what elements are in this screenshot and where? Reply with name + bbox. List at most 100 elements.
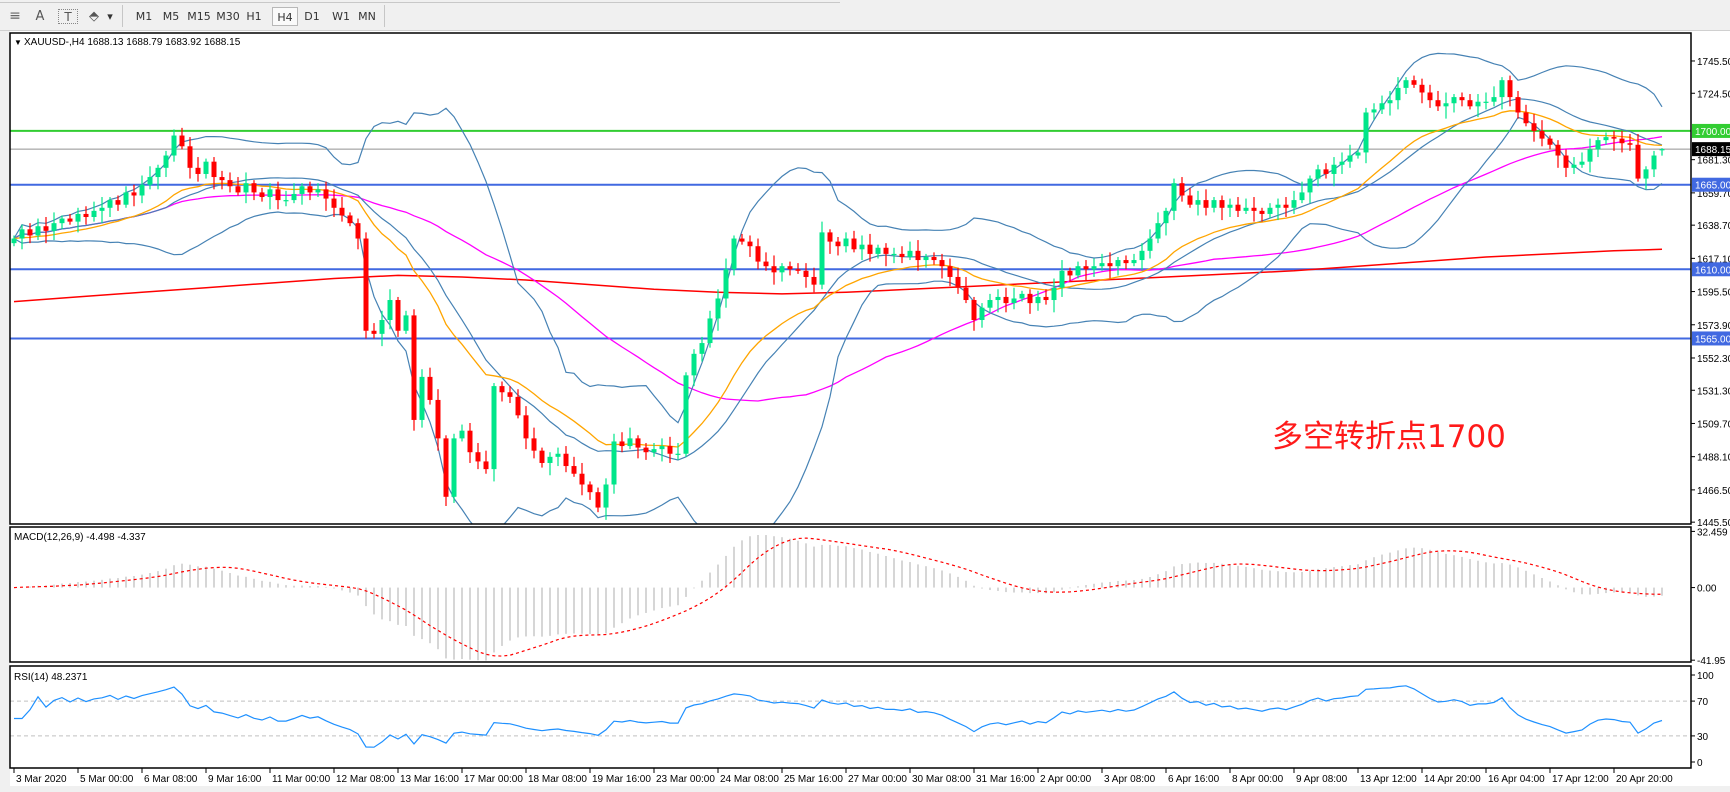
candle [323,181,329,211]
candle-body [1115,260,1121,267]
status-strip [0,786,1730,792]
candle [179,127,185,150]
chevron-down-icon[interactable]: ▾ [107,10,113,23]
text-label-icon[interactable]: T [58,9,78,24]
candle-body [275,189,281,201]
candle-body [1587,149,1593,162]
candle [851,230,857,253]
candle-body [1387,100,1393,104]
candle [1179,177,1185,202]
price-chart[interactable]: ▼ XAUUSD-,H4 1688.13 1688.79 1683.92 1688… [0,31,1730,792]
timeframe-h4[interactable]: H4 [272,7,298,26]
candle-body [987,300,993,308]
time-axis-label: 6 Apr 16:00 [1168,774,1220,785]
candle [1211,197,1217,213]
candle [123,186,129,208]
candle [803,263,809,288]
candle [1643,166,1649,190]
price-level-badge [1692,123,1730,138]
candle [843,232,849,253]
price-axis-label: 1595.50 [1697,288,1730,299]
arrows-icon[interactable]: ⬘ [89,9,99,24]
candle [1283,197,1289,218]
candle [675,442,681,460]
candle [131,184,137,207]
candle [827,229,833,254]
candle-body [1659,149,1665,151]
candle [555,447,561,467]
candle [459,424,465,442]
candle-body [1475,101,1481,107]
candle [923,253,929,268]
candle-body [1435,100,1441,107]
timeframe-m5[interactable]: M5 [162,10,180,23]
candle-body [419,376,425,420]
candle-body [267,189,273,198]
candle [1603,132,1609,145]
candle [667,436,673,463]
candle-body [539,450,545,463]
candle-body [1203,200,1209,208]
candle [1323,163,1329,179]
candle-body [171,135,177,156]
price-level-badge [1692,142,1730,157]
text-icon[interactable]: A [35,9,45,24]
fibonacci-icon[interactable]: ≡ [9,8,21,24]
candle [147,166,153,190]
candle [571,456,577,477]
candle-body [19,229,25,239]
candle [947,258,953,287]
candle-body [1419,84,1425,93]
candle-body [1019,293,1025,299]
candle [587,481,593,500]
chart-toolbar: ≡ A T ⬘ ▾ M1 M5 M15 M30 H1 H4 D1 W1 MN [0,0,1730,31]
candle-body [283,200,289,202]
candle-body [1291,200,1297,208]
bollinger-middle-line [13,98,1663,461]
time-axis-label: 27 Mar 00:00 [848,774,907,785]
timeframe-m15[interactable]: M15 [187,10,211,23]
candle [1331,157,1337,187]
candle [1427,84,1433,108]
timeframe-w1[interactable]: W1 [332,10,350,23]
candle-body [371,330,377,334]
timeframe-h1[interactable]: H1 [246,10,262,23]
candle-body [1379,103,1385,110]
candle-body [1275,204,1281,208]
candle [883,243,889,267]
candle-body [59,218,65,224]
candle-body [259,192,265,198]
candle-body [403,315,409,331]
candle [1363,107,1369,164]
candle [1579,152,1585,168]
candle-body [1499,80,1505,98]
candle-body [1067,270,1073,276]
candle [355,218,361,250]
candle [955,267,961,294]
candle [795,263,801,274]
candle [1451,94,1457,113]
rsi-axis-label: 30 [1697,732,1709,743]
candle-body [1315,169,1321,179]
candle-body [387,300,393,321]
timeframe-m30[interactable]: M30 [216,10,240,23]
price-level-badge [1692,262,1730,277]
candle [1315,164,1321,187]
candle [283,190,289,207]
candle-body [147,177,153,185]
candle [1035,290,1041,311]
macd-axis-label: -41.95 [1697,656,1726,667]
timeframe-m1[interactable]: M1 [135,10,153,23]
candle [619,432,625,453]
candle [987,293,993,313]
candle-body [603,484,609,508]
candle-body [1059,270,1065,288]
candle [259,187,265,202]
candle [1443,92,1449,119]
candle-body [1651,155,1657,170]
candle-body [307,186,313,193]
candle [491,383,497,482]
price-axis-label: 1724.50 [1697,89,1730,100]
timeframe-d1[interactable]: D1 [304,10,320,23]
timeframe-mn[interactable]: MN [358,10,376,23]
